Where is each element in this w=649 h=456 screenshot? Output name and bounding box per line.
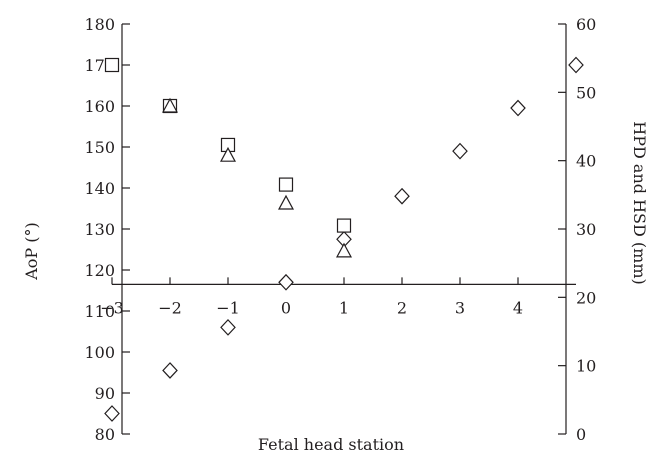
x-tick-label: 2 bbox=[397, 298, 407, 317]
left-y-tick-label: 130 bbox=[84, 220, 115, 239]
left-y-tick-label: 90 bbox=[95, 384, 115, 403]
left-y-tick-label: 150 bbox=[84, 138, 115, 157]
triangle-marker bbox=[335, 242, 353, 258]
left-y-tick-label: 160 bbox=[84, 97, 115, 116]
x-tick-label: 4 bbox=[513, 298, 523, 317]
x-tick-label: −2 bbox=[158, 298, 182, 317]
triangle-marker bbox=[161, 97, 179, 113]
data-marks bbox=[104, 56, 584, 422]
diamond-marker bbox=[220, 319, 236, 336]
diamond-marker bbox=[452, 142, 468, 160]
right-y-tick-label: 40 bbox=[576, 152, 596, 171]
diamond-marker bbox=[162, 362, 178, 379]
diamond-marker bbox=[394, 187, 410, 205]
diamond-marker bbox=[568, 56, 584, 74]
right-y-axis-title: HPD and HSD (mm) bbox=[630, 121, 649, 284]
square-marker bbox=[278, 177, 294, 192]
diamond-marker bbox=[104, 405, 120, 422]
left-y-tick-label: 100 bbox=[84, 343, 115, 362]
left-y-tick-label: 120 bbox=[84, 261, 115, 280]
x-tick-label: 0 bbox=[281, 298, 291, 317]
diamond-marker bbox=[278, 273, 294, 291]
x-axis-title: Fetal head station bbox=[258, 435, 404, 454]
left-y-tick-label: 80 bbox=[95, 425, 115, 444]
x-tick-label: −3 bbox=[100, 298, 124, 317]
triangle-marker bbox=[219, 146, 237, 162]
x-tick-label: −1 bbox=[216, 298, 240, 317]
right-y-tick-label: 0 bbox=[576, 425, 586, 444]
x-tick-label: 3 bbox=[455, 298, 465, 317]
diamond-marker bbox=[510, 99, 526, 117]
left-y-axis-title: AoP (°) bbox=[22, 222, 41, 281]
square-marker bbox=[336, 218, 352, 233]
square-marker bbox=[104, 57, 120, 73]
right-y-tick-label: 60 bbox=[576, 15, 596, 34]
right-y-tick-label: 20 bbox=[576, 288, 596, 307]
left-y-tick-label: 140 bbox=[84, 179, 115, 198]
triangle-marker bbox=[277, 194, 295, 210]
x-tick-label: 1 bbox=[339, 298, 349, 317]
right-y-tick-label: 30 bbox=[576, 220, 596, 239]
ticks: 8090100110120130140150160170180010203040… bbox=[84, 15, 596, 444]
left-y-tick-label: 180 bbox=[84, 15, 115, 34]
right-y-tick-label: 50 bbox=[576, 83, 596, 102]
right-y-tick-label: 10 bbox=[576, 357, 596, 376]
left-y-tick-label: 110 bbox=[84, 302, 115, 321]
